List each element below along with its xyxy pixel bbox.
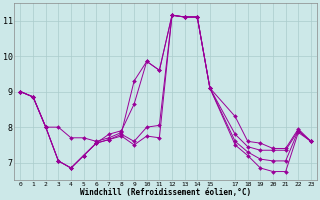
X-axis label: Windchill (Refroidissement éolien,°C): Windchill (Refroidissement éolien,°C)	[80, 188, 251, 197]
